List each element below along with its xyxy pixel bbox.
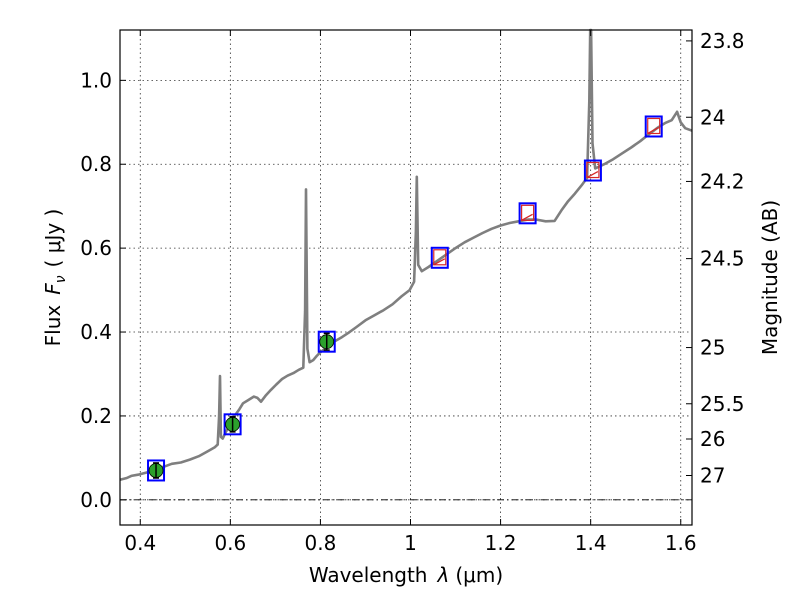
- photometry-point: [147, 459, 166, 482]
- x-axis-label: Wavelength λ (μm): [309, 563, 503, 587]
- model-inner-box: [647, 117, 661, 135]
- y-tick-label: 0.4: [80, 320, 112, 344]
- model-inner-box: [521, 204, 535, 221]
- x-tick-label: 1.2: [485, 531, 517, 555]
- model-inner-box: [586, 161, 600, 179]
- y-axis-label-subscript: ν: [53, 275, 69, 283]
- photometry-box: [317, 330, 336, 353]
- model-spectrum-segment: [647, 126, 660, 135]
- y2-tick-label: 25.5: [700, 392, 745, 416]
- x-axis-label-unit: (μm): [455, 563, 503, 587]
- model-outer-box: [518, 202, 537, 225]
- model-photometry-point: [430, 246, 449, 269]
- y-axis-label-unit: ( μJy ): [41, 209, 65, 268]
- x-tick-label: 1.6: [665, 531, 697, 555]
- y-axis-label: Flux Fν ( μJy ): [41, 209, 69, 347]
- y2-axis-label: Magnitude (AB): [758, 200, 782, 355]
- model-outer-box: [430, 246, 449, 269]
- y2-tick-label: 24: [700, 105, 725, 129]
- model-spectrum-segment: [586, 170, 599, 179]
- spectrum-series-line: [119, 28, 693, 481]
- y-tick-label: 0.2: [80, 404, 112, 428]
- x-tick-label: 1: [404, 531, 417, 555]
- model-photometry-point: [518, 202, 537, 225]
- model-outer-box: [583, 159, 602, 182]
- model-outer-box: [644, 115, 663, 138]
- y2-tick-label: 23.8: [700, 29, 745, 53]
- y-axis-label-symbol: F: [41, 283, 65, 295]
- x-axis-label-text: Wavelength: [309, 563, 428, 587]
- model-spectrum-segment: [521, 213, 533, 221]
- model-photometry-point: [583, 159, 602, 182]
- y-tick-label: 0.0: [80, 488, 112, 512]
- x-tick-label: 0.6: [214, 531, 246, 555]
- x-axis-label-symbol: λ: [437, 563, 450, 587]
- photometry-points: [147, 330, 336, 482]
- grid: [120, 30, 692, 525]
- y-tick-label: 0.6: [80, 236, 112, 260]
- axis-ticks: 0.4 0.6 0.8 1 1.2 1.4 1.6 0.0 0.2 0.4 0.6 0.8 1.0 23.…: [80, 29, 744, 555]
- plot-frame: [119, 29, 693, 526]
- x-tick-label: 0.4: [124, 531, 156, 555]
- x-tick-label: 1.4: [575, 531, 607, 555]
- y-tick-label: 1.0: [80, 68, 112, 92]
- y2-tick-label: 27: [700, 464, 725, 488]
- photometry-box: [147, 459, 166, 482]
- model-spectrum-segment: [433, 258, 446, 266]
- y2-tick-label: 24.2: [700, 169, 745, 193]
- photometry-point: [223, 413, 242, 436]
- photometry-point: [317, 330, 336, 353]
- model-photometry-points: [430, 115, 663, 269]
- model-inner-box: [433, 249, 447, 266]
- model-photometry-point: [644, 115, 663, 138]
- y2-tick-label: 25: [700, 336, 725, 360]
- x-tick-label: 0.8: [305, 531, 337, 555]
- y2-tick-label: 24.5: [700, 247, 745, 271]
- y2-tick-label: 26: [700, 427, 725, 451]
- y-axis-label-text: Flux: [41, 305, 65, 347]
- y-tick-label: 0.8: [80, 152, 112, 176]
- photometry-box: [223, 413, 242, 436]
